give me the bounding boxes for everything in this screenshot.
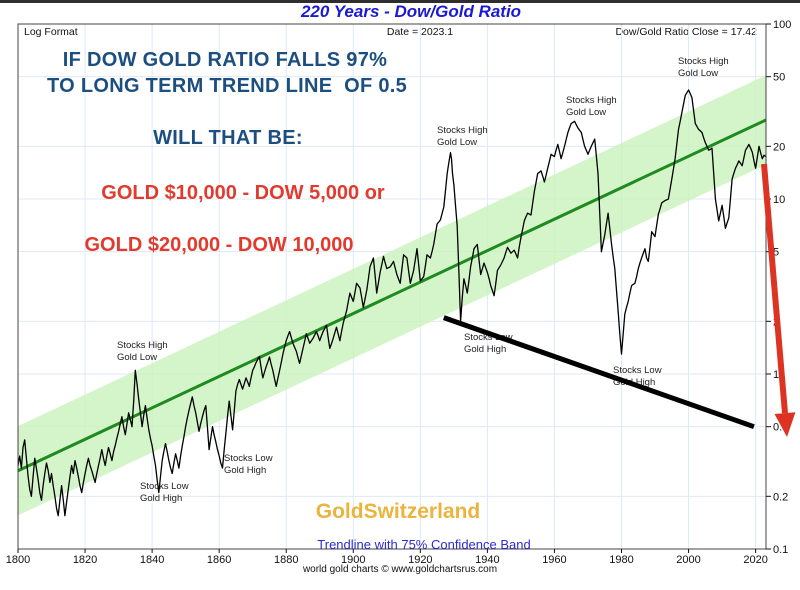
x-axis-label: 1880: [274, 554, 298, 566]
chart-annotation: Gold Low: [117, 352, 157, 363]
chart-annotation: Stocks High: [117, 340, 168, 351]
ratio-series-line: [17, 89, 767, 517]
scenario2-text: GOLD $20,000 - DOW 10,000: [84, 234, 354, 256]
x-axis-label: 1840: [140, 554, 164, 566]
y-axis-label: 10: [773, 194, 785, 206]
x-axis-label: 1960: [542, 554, 566, 566]
headline-line2: TO LONG TERM TREND LINE OF 0.5: [46, 75, 408, 97]
chart-annotation: Gold High: [464, 344, 506, 355]
x-axis-label: 1900: [341, 554, 365, 566]
log-format-label: Log Format: [24, 26, 78, 38]
x-axis-label: 2000: [676, 554, 700, 566]
y-axis-label: 100: [773, 19, 791, 31]
chart-annotation: Stocks High: [566, 95, 617, 106]
chart-title: 220 Years - Dow/Gold Ratio: [300, 2, 522, 21]
y-axis-label: 0.1: [773, 544, 788, 556]
down-arrow-shaft: [761, 163, 788, 414]
down-arrow-head: [774, 412, 796, 437]
chart-annotation: Stocks High: [678, 56, 729, 67]
question-text: WILL THAT BE:: [153, 127, 303, 149]
scenario1-text: GOLD $10,000 - DOW 5,000 or: [101, 182, 385, 204]
x-axis-label: 1920: [408, 554, 432, 566]
y-axis-label: 0.2: [773, 491, 788, 503]
chart-annotation: Stocks High: [437, 125, 488, 136]
x-axis-label: 1980: [609, 554, 633, 566]
chart-annotation: Stocks Low: [224, 453, 273, 464]
ratio-close-label: Dow/Gold Ratio Close = 17.42: [615, 26, 757, 38]
x-axis-label: 1820: [73, 554, 97, 566]
chart-annotation: Gold High: [224, 465, 266, 476]
x-axis-label: 1940: [475, 554, 499, 566]
headline-line1: IF DOW GOLD RATIO FALLS 97%: [62, 49, 388, 71]
y-axis-label: 1: [773, 369, 779, 381]
x-axis-label: 2020: [743, 554, 767, 566]
chart-annotation: Gold Low: [437, 137, 477, 148]
x-axis-label: 1860: [207, 554, 231, 566]
window-top-edge: [0, 0, 800, 3]
chart-annotation: Gold High: [140, 493, 182, 504]
chart-annotation: Stocks Low: [613, 365, 662, 376]
chart-annotation: Stocks Low: [464, 332, 513, 343]
chart-annotation: Gold Low: [566, 107, 606, 118]
trendline: [17, 118, 767, 473]
downtrend-line: [442, 315, 755, 430]
source-credit: world gold charts © www.goldchartsrus.co…: [302, 564, 498, 575]
x-axis-label: 1800: [6, 554, 30, 566]
trendline-caption: Trendline with 75% Confidence Band: [317, 537, 531, 552]
plot-frame: [17, 23, 767, 550]
y-axis-label: 20: [773, 141, 785, 153]
y-axis-label: 5: [773, 247, 779, 259]
y-axis-label: 50: [773, 72, 785, 84]
goldswitzerland-watermark: GoldSwitzerland: [315, 500, 481, 523]
chart-annotation: Stocks Low: [140, 481, 189, 492]
chart-annotation: Gold Low: [678, 68, 718, 79]
